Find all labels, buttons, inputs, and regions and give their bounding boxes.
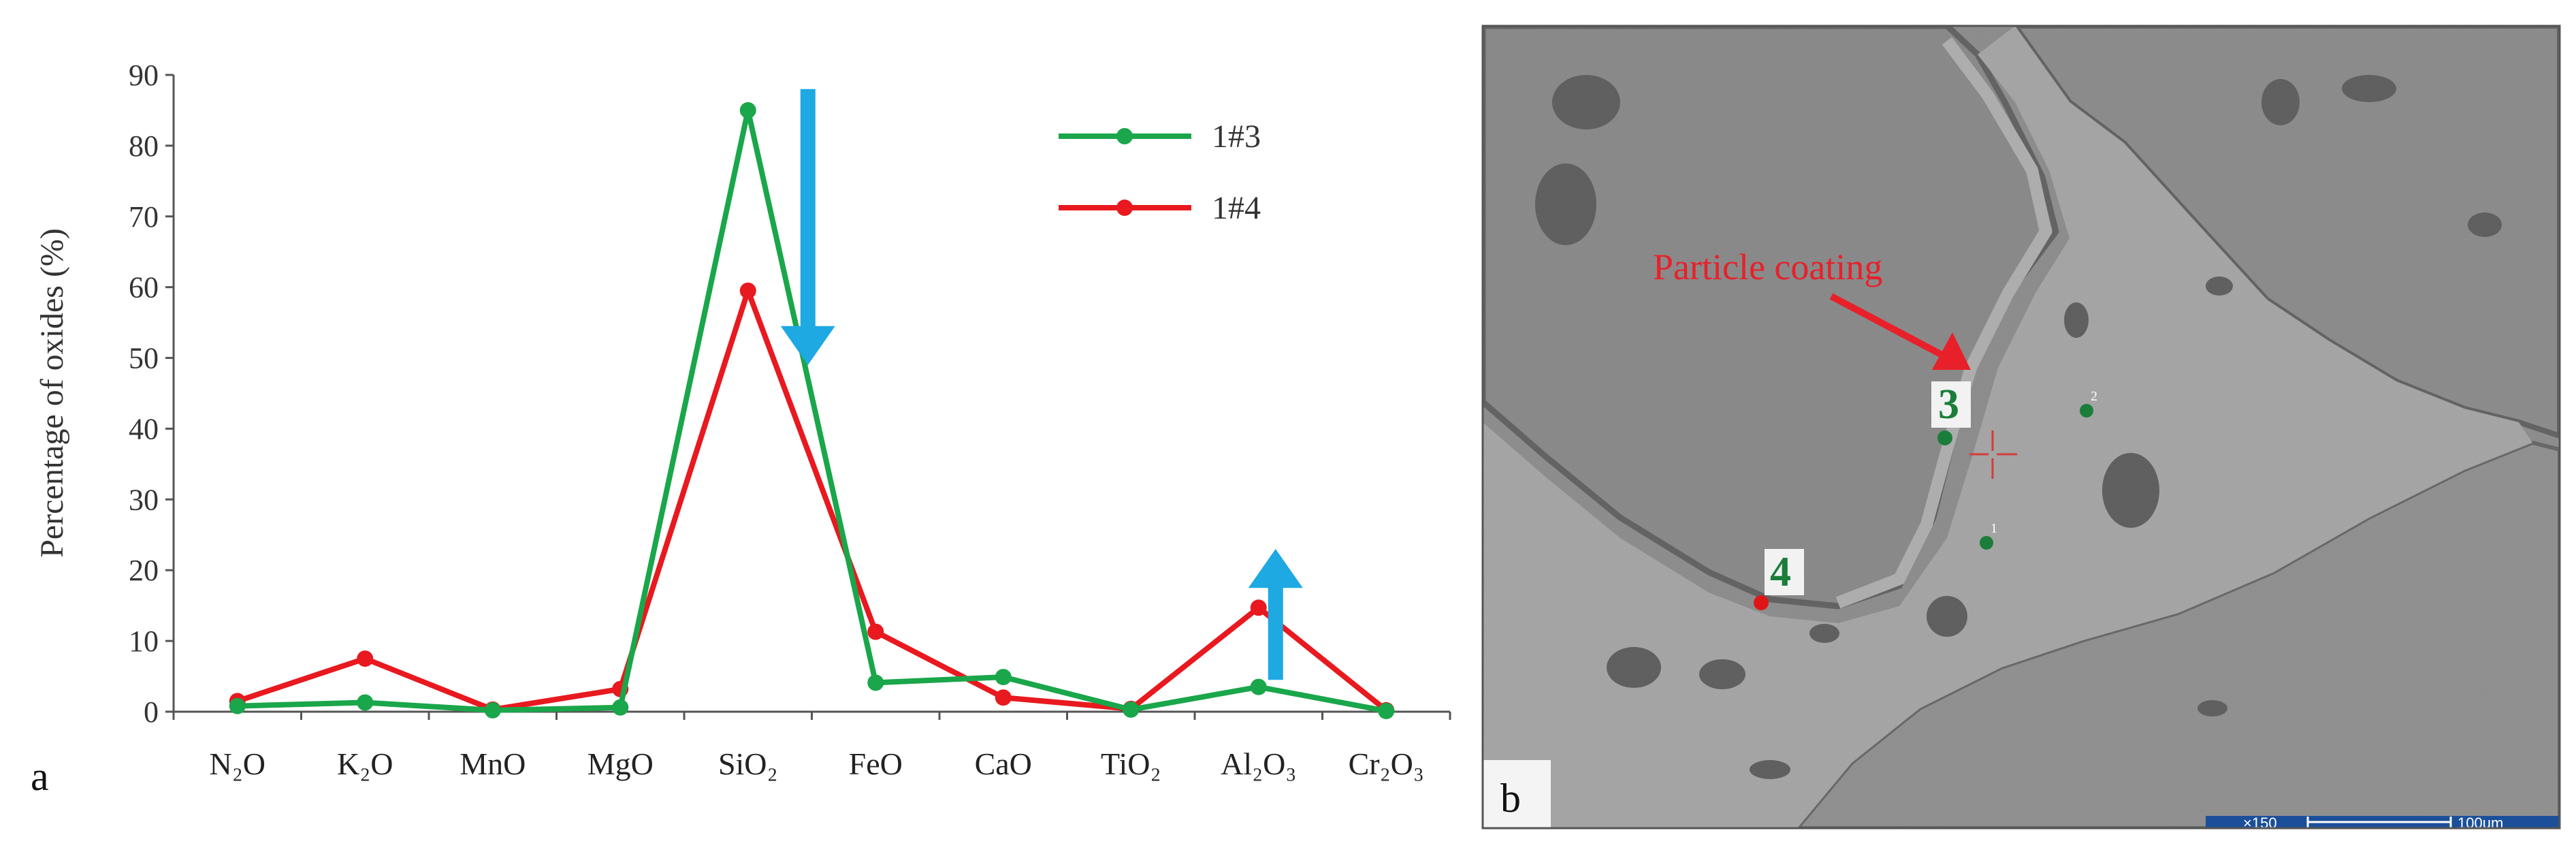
series-1-point bbox=[357, 650, 374, 667]
oxide-line-chart: 0 10 20 30 40 50 60 70 80 90 N₂O K₂O MnO MgO SiO₂ FeO C… bbox=[31, 59, 1451, 799]
legend-marker-0 bbox=[1116, 128, 1133, 144]
y-tick-label: 40 bbox=[129, 412, 159, 445]
y-tick-label: 30 bbox=[129, 483, 159, 516]
panel-b-label: b bbox=[1500, 776, 1521, 821]
series-0-point bbox=[357, 694, 374, 711]
x-tick-label: Al₂O₃ bbox=[1221, 746, 1296, 781]
callout-label: Particle coating bbox=[1653, 247, 1882, 287]
legend-label-0: 1#3 bbox=[1212, 119, 1261, 155]
scale-bar: ×150 100um bbox=[2206, 815, 2560, 832]
y-tick-label: 50 bbox=[129, 342, 159, 375]
x-tick-label: N₂O bbox=[210, 746, 265, 781]
point-3-label: 3 bbox=[1938, 381, 1959, 428]
x-tick-label: MnO bbox=[460, 746, 526, 781]
series-0-point bbox=[229, 697, 246, 714]
series-0-point bbox=[1378, 702, 1395, 719]
series-0-point bbox=[612, 699, 629, 716]
point-4: 4 bbox=[1754, 549, 1804, 610]
point-1-label: 1 bbox=[1991, 521, 1997, 536]
annotation-layer bbox=[780, 89, 1303, 680]
y-tick-group: 0 10 20 30 40 50 60 70 80 90 bbox=[129, 59, 174, 729]
y-tick-label: 90 bbox=[129, 59, 159, 92]
legend: 1#3 1#4 bbox=[1059, 119, 1261, 226]
scale-magnification: ×150 bbox=[2243, 815, 2277, 832]
x-tick-label: FeO bbox=[849, 746, 903, 781]
panel-a-label: a bbox=[31, 754, 49, 799]
micrograph-texture bbox=[1483, 26, 2560, 828]
point-3-dot bbox=[1937, 430, 1952, 445]
x-tick-label: Cr₂O₃ bbox=[1349, 746, 1424, 781]
arrow-down-annotation bbox=[780, 89, 835, 365]
series-0-point bbox=[1250, 678, 1267, 695]
callout-arrow bbox=[1829, 293, 1971, 370]
y-tick-label: 60 bbox=[129, 271, 159, 304]
series-1-point bbox=[867, 623, 884, 640]
sem-micrograph: Particle coating 3 4 1 2 ×150 bbox=[1483, 26, 2560, 832]
y-tick-label: 20 bbox=[129, 554, 159, 587]
x-tick-label: K₂O bbox=[337, 746, 393, 781]
series-0-point bbox=[995, 669, 1012, 686]
series-1-point bbox=[739, 282, 756, 299]
point-3-label-box bbox=[1931, 381, 1971, 428]
series-layer bbox=[229, 101, 1395, 719]
series-line-1 bbox=[236, 287, 1388, 713]
x-tick-label: MgO bbox=[587, 746, 654, 781]
crosshair-marker bbox=[1969, 430, 2017, 479]
x-tick-group: N₂O K₂O MnO MgO SiO₂ FeO CaO TiO₂ Al₂O₃ Cr₂O₃ bbox=[172, 712, 1451, 781]
series-0-point bbox=[739, 101, 756, 119]
y-tick-label: 70 bbox=[129, 200, 159, 234]
legend-marker-1 bbox=[1116, 200, 1133, 216]
point-1-dot bbox=[1980, 536, 1993, 550]
series-0-point bbox=[484, 701, 501, 719]
series-1-point bbox=[1250, 599, 1267, 616]
point-4-dot bbox=[1754, 595, 1769, 610]
series-line-0 bbox=[237, 107, 1387, 714]
x-tick-label: CaO bbox=[975, 746, 1032, 781]
series-0-point bbox=[1123, 701, 1140, 718]
panel-b-label-box bbox=[1483, 760, 1551, 828]
point-2-dot bbox=[2080, 404, 2093, 417]
point-1: 1 bbox=[1980, 521, 1997, 550]
series-1-point bbox=[995, 689, 1012, 706]
legend-label-1: 1#4 bbox=[1212, 190, 1261, 226]
arrow-up-annotation bbox=[1248, 549, 1303, 680]
scale-length: 100um bbox=[2458, 815, 2503, 832]
y-tick-label: 10 bbox=[129, 625, 159, 658]
point-2: 2 bbox=[2080, 389, 2097, 417]
series-0-point bbox=[867, 674, 884, 691]
point-4-label: 4 bbox=[1770, 549, 1791, 595]
y-tick-label: 0 bbox=[144, 695, 159, 729]
point-4-label-box bbox=[1765, 549, 1804, 595]
point-3: 3 bbox=[1931, 381, 1971, 445]
point-2-label: 2 bbox=[2091, 389, 2097, 404]
micrograph-border bbox=[1481, 25, 2561, 830]
y-tick-label: 80 bbox=[129, 129, 159, 163]
x-tick-label: SiO₂ bbox=[718, 746, 778, 781]
y-axis-label: Percentage of oxides (%) bbox=[34, 228, 70, 558]
x-tick-label: TiO₂ bbox=[1101, 746, 1161, 781]
